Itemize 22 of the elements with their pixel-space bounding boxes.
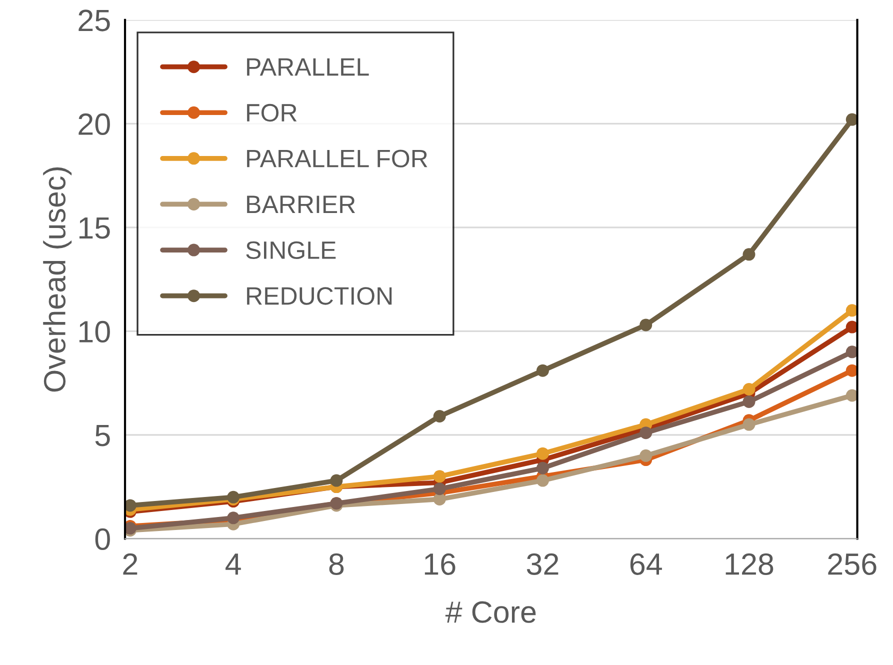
x-tick-label: 32 — [526, 553, 558, 575]
y-tick-label: 25 — [78, 10, 110, 32]
y-tick-label: 20 — [78, 113, 110, 136]
legend-label: REDUCTION — [247, 287, 392, 305]
x-tick-label: 256 — [828, 553, 876, 575]
legend-label: SINGLE — [246, 241, 336, 260]
x-tick-label: 128 — [726, 553, 774, 575]
y-tick-label: 15 — [79, 217, 110, 239]
y-tick-label: 0 — [95, 528, 110, 550]
y-axis-title: Overhead (usec) — [43, 167, 72, 392]
x-tick-label: 2 — [123, 553, 138, 575]
y-tick-label: 10 — [79, 320, 110, 343]
legend-label: FOR — [247, 104, 297, 122]
x-tick-label: 4 — [226, 554, 241, 575]
x-tick-label: 8 — [329, 553, 344, 575]
legend-label: BARRIER — [247, 196, 355, 213]
x-axis-title: # Core — [445, 601, 536, 623]
legend-label: PARALLEL — [247, 58, 369, 76]
legend-label: PARALLEL FOR — [247, 150, 428, 168]
y-tick-label: 5 — [95, 424, 110, 446]
x-tick-label: 64 — [630, 553, 662, 575]
x-tick-label: 16 — [424, 553, 456, 575]
